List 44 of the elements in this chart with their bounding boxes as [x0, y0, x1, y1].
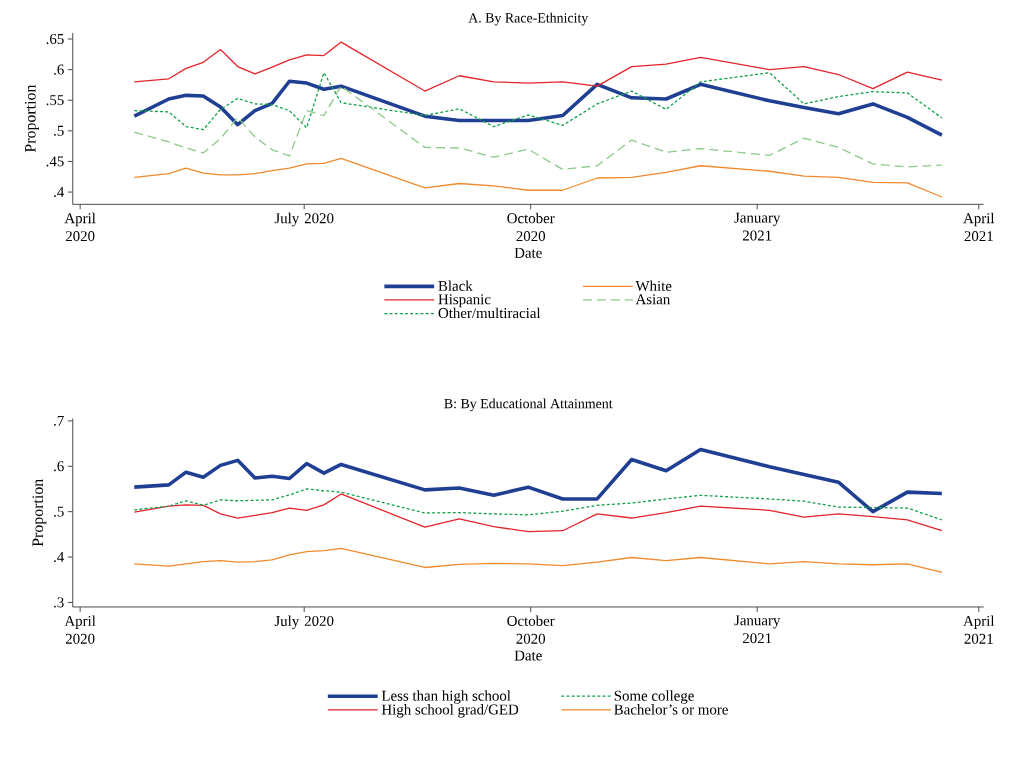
x-tick-label: January 2021 — [734, 212, 781, 241]
y-tick-label: .55 — [46, 95, 64, 106]
x-tick-label: July 2020 — [274, 212, 334, 227]
chart-title: B: By Educational Attainment — [444, 398, 613, 411]
y-tick-label: .6 — [54, 64, 64, 75]
chart-title: A. By Race-Ethnicity — [468, 12, 589, 26]
x-tick-label: October 2020 — [507, 615, 555, 644]
legend-label: Other/multiracial — [438, 307, 541, 318]
line-series — [133, 488, 943, 521]
line-series — [133, 41, 943, 92]
legend-label: Some college — [614, 690, 694, 704]
y-tick-label: .5 — [54, 506, 64, 517]
legend-label: Less than high school — [381, 690, 511, 704]
legend-label: Black — [438, 280, 473, 291]
x-tick-label: July 2020 — [274, 615, 334, 629]
y-tick-label: .6 — [54, 461, 64, 472]
line-series — [133, 493, 943, 533]
x-tick-label: October 2020 — [507, 212, 555, 241]
x-tick-label: April 2021 — [963, 212, 995, 241]
y-tick-label: .65 — [46, 33, 64, 44]
line-series — [132, 447, 944, 514]
x-tick-label: January 2021 — [734, 615, 781, 643]
legend-label: Hispanic — [438, 294, 491, 308]
y-tick-label: .45 — [46, 156, 64, 167]
y-axis-title: Proportion — [32, 478, 47, 547]
legend-label: High school grad/GED — [381, 703, 519, 718]
line-series — [133, 157, 943, 198]
line-series — [133, 547, 943, 573]
legend-label: Asian — [635, 294, 671, 305]
legend-label: Bachelor’s or more — [614, 703, 728, 715]
y-tick-label: .3 — [54, 597, 64, 608]
line-series — [133, 71, 943, 131]
x-tick-label: April 2021 — [963, 615, 995, 644]
x-tick-label: April 2020 — [64, 615, 96, 644]
legend-label: White — [635, 280, 672, 291]
y-tick-label: .4 — [54, 551, 65, 562]
x-tick-label: April 2020 — [64, 212, 96, 241]
x-axis-title: Date — [514, 650, 542, 661]
x-axis-title: Date — [514, 247, 542, 258]
line-series — [133, 85, 943, 170]
y-tick-label: .7 — [54, 415, 64, 426]
y-tick-label: .4 — [54, 186, 65, 197]
y-axis-title: Proportion — [24, 84, 39, 152]
y-tick-label: .5 — [54, 125, 64, 136]
